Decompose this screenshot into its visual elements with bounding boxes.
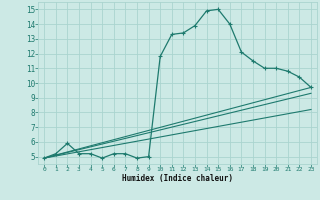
X-axis label: Humidex (Indice chaleur): Humidex (Indice chaleur) — [122, 174, 233, 183]
